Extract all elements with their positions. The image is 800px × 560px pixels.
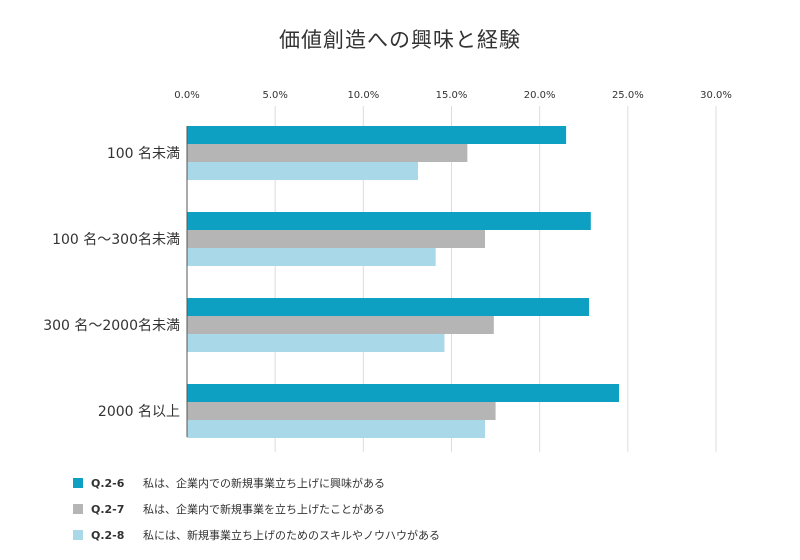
- legend-text: 私は、企業内での新規事業立ち上げに興味がある: [143, 477, 385, 490]
- legend-text: 私には、新規事業立ち上げのためのスキルやノウハウがある: [143, 529, 440, 542]
- x-axis-ticks: 0.0% 5.0% 10.0% 15.0% 20.0% 25.0% 30.0%: [174, 90, 732, 101]
- bar-q-2-7-cat-1: [187, 230, 486, 248]
- x-tick-label: 25.0%: [612, 90, 644, 101]
- legend-code: Q.2-7: [91, 502, 125, 516]
- legend-text: 私は、企業内で新規事業を立ち上げたことがある: [143, 503, 385, 516]
- legend-swatch: [73, 530, 83, 540]
- category-label: 100 名未満: [107, 146, 180, 162]
- bar-q-2-7-cat-3: [187, 402, 496, 420]
- bar-chart: 0.0% 5.0% 10.0% 15.0% 20.0% 25.0% 30.0% 100 名未…: [43, 90, 732, 452]
- category-label: 2000 名以上: [98, 404, 180, 420]
- legend-swatch: [73, 504, 83, 514]
- legend-code: Q.2-8: [91, 528, 125, 542]
- legend-item: Q.2-8 私には、新規事業立ち上げのためのスキルやノウハウがある: [73, 522, 440, 548]
- bar-q-2-8-cat-3: [187, 420, 486, 438]
- legend-item: Q.2-7 私は、企業内で新規事業を立ち上げたことがある: [73, 496, 440, 522]
- legend-code: Q.2-6: [91, 476, 125, 490]
- chart-title: 価値創造への興味と経験: [279, 28, 521, 52]
- x-tick-label: 10.0%: [347, 90, 379, 101]
- x-tick-label: 0.0%: [174, 90, 199, 101]
- legend: Q.2-6 私は、企業内での新規事業立ち上げに興味がある Q.2-7 私は、企業内で新…: [73, 470, 440, 548]
- bar-q-2-7-cat-0: [187, 144, 468, 162]
- bar-q-2-8-cat-0: [187, 162, 418, 180]
- bars: [187, 126, 620, 438]
- x-tick-label: 20.0%: [524, 90, 556, 101]
- category-label: 300 名～2000名未満: [43, 318, 180, 334]
- bar-q-2-6-cat-2: [187, 298, 590, 316]
- x-tick-label: 15.0%: [436, 90, 468, 101]
- bar-q-2-8-cat-2: [187, 334, 445, 352]
- bar-q-2-6-cat-0: [187, 126, 567, 144]
- category-labels: 100 名未満 100 名～300名未満 300 名～2000名未満 2000 名以上: [43, 146, 180, 420]
- bar-q-2-6-cat-1: [187, 212, 591, 230]
- legend-swatch: [73, 478, 83, 488]
- bar-q-2-8-cat-1: [187, 248, 436, 266]
- legend-item: Q.2-6 私は、企業内での新規事業立ち上げに興味がある: [73, 470, 440, 496]
- x-tick-label: 30.0%: [700, 90, 732, 101]
- x-tick-label: 5.0%: [262, 90, 287, 101]
- bar-q-2-6-cat-3: [187, 384, 620, 402]
- bar-q-2-7-cat-2: [187, 316, 494, 334]
- category-label: 100 名～300名未満: [52, 232, 180, 248]
